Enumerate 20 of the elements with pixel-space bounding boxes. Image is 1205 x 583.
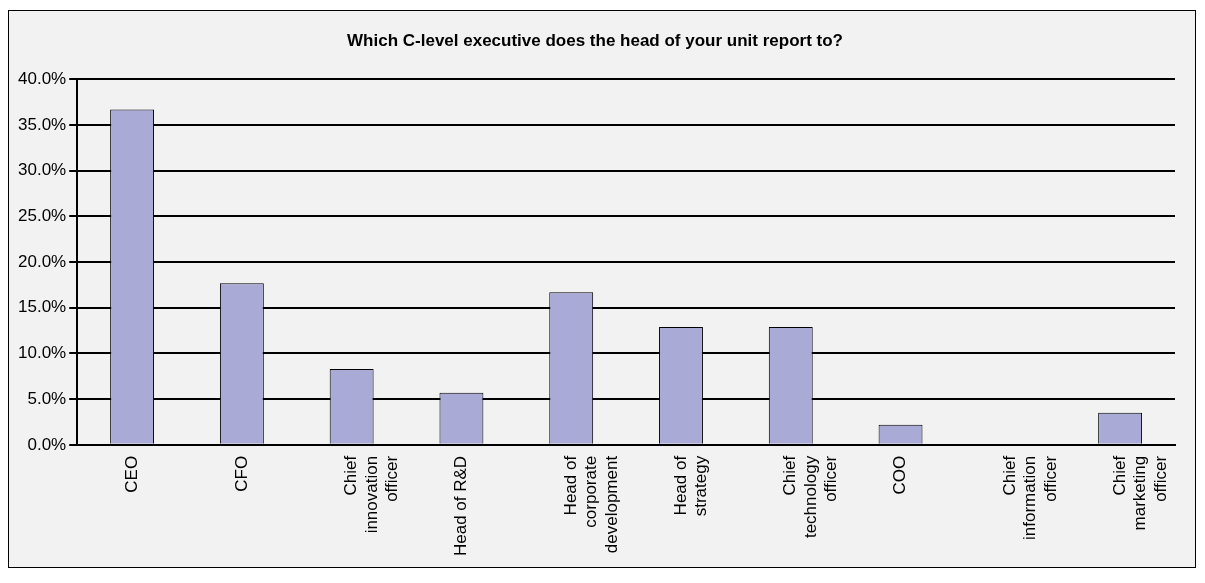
y-tick-label: 5.0% [27,388,67,408]
y-tick-label: 15.0% [18,297,67,317]
x-tick-label: Head of corporate development [560,455,621,554]
x-tick-label: Chief information officer [1000,455,1060,540]
x-tick-label: Chief marketing officer [1109,455,1170,531]
y-tick-label: 10.0% [18,343,67,363]
x-tick-label: CEO [121,455,141,493]
y-tick-label: 40.0% [18,69,67,89]
x-tick-label: Head of strategy [670,455,711,517]
chart-title: Which C-level executive does the head of your unit report to? [347,30,843,50]
x-tick-label: CFO [231,455,251,492]
x-tick-label: Head of R&D [451,455,471,557]
y-tick-label: 25.0% [18,206,67,226]
y-tick-label: 35.0% [18,114,67,134]
x-tick-label: Chief innovation officer [341,455,402,534]
x-tick-label: Chief technology officer [780,455,841,539]
y-tick-label: 30.0% [18,160,67,180]
x-tick-label: COO [890,455,910,495]
y-tick-label: 0.0% [27,434,67,454]
y-tick-label: 20.0% [18,251,67,271]
